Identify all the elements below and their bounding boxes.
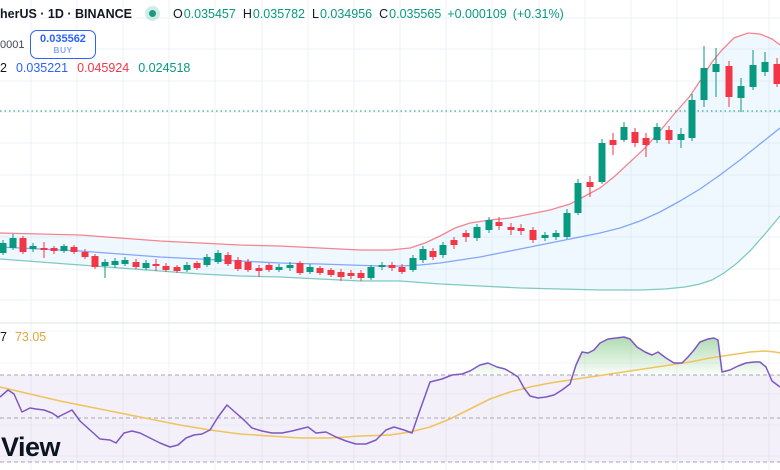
bb-lower-value: 0.024518 <box>138 61 191 75</box>
symbol-title[interactable]: herUS · 1D · BINANCE <box>0 6 132 21</box>
change-absolute: +0.000109 <box>447 6 507 21</box>
rsi-legend[interactable]: 7 73.05 <box>0 330 54 344</box>
buy-label: BUY <box>53 44 73 55</box>
rsi-pane <box>0 336 780 463</box>
low-value: 0.034956 <box>319 6 373 21</box>
market-open-dot-icon <box>148 10 156 17</box>
low-label: L <box>312 6 319 21</box>
open-label: O <box>172 6 183 21</box>
rsi-overbought-fill <box>452 337 770 375</box>
ohlc-readout: O 0.035457 H 0.035782 L 0.034956 C 0.035565 … <box>173 7 564 21</box>
bb-upper-line <box>0 32 780 251</box>
tradingview-watermark[interactable]: View <box>1 432 61 462</box>
symbol-header-row: herUS · 1D · BINANCE O 0.035457 H 0.035782… <box>0 6 564 21</box>
bb-lower-line <box>0 215 780 291</box>
bollinger-bands <box>0 32 780 291</box>
buy-button[interactable]: 0.035562 BUY <box>30 30 96 59</box>
candles <box>0 46 780 281</box>
bollinger-legend[interactable]: 2 0.035221 0.045924 0.024518 <box>0 61 199 75</box>
high-value: 0.035782 <box>252 6 306 21</box>
rsi-band-zone <box>0 375 780 462</box>
market-status-icon[interactable] <box>144 6 160 21</box>
buy-price: 0.035562 <box>40 32 86 45</box>
rsi-ma-value: 73.05 <box>14 330 47 344</box>
change-percent: (+0.31%) <box>512 6 564 21</box>
bb-basis-line <box>0 127 780 267</box>
rsi-legend-prefix: 7 <box>0 330 7 344</box>
bb-basis-value: 0.035221 <box>15 61 69 75</box>
high-label: H <box>242 6 252 21</box>
bb-upper-value: 0.045924 <box>77 61 130 75</box>
bb-legend-prefix: 2 <box>0 61 7 75</box>
rsi-ma-line <box>0 350 780 439</box>
rsi-line <box>0 336 780 448</box>
close-label: C <box>379 6 389 21</box>
trade-row: 0001 0.035562 BUY <box>0 30 96 59</box>
close-value: 0.035565 <box>389 6 442 21</box>
open-value: 0.035457 <box>183 6 236 21</box>
cropped-value-text: 0001 <box>0 38 25 51</box>
